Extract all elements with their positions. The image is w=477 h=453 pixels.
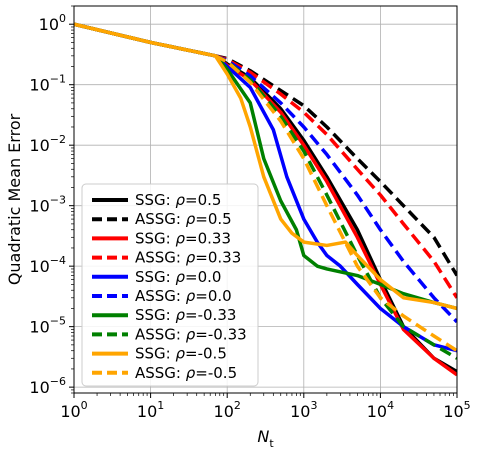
legend-label-4: SSG: ρ=0.0 xyxy=(135,268,221,286)
legend-label-1: ASSG: ρ=0.5 xyxy=(135,210,232,228)
series-line-8 xyxy=(74,22,457,311)
ticks xyxy=(69,5,458,398)
y-tick-label: 100 xyxy=(39,12,66,34)
x-tick-label: 100 xyxy=(60,399,87,421)
series-layer xyxy=(74,22,457,377)
y-tick-label: 10−5 xyxy=(29,315,66,337)
y-tick-label: 10−3 xyxy=(29,194,66,216)
legend-label-3: ASSG: ρ=0.33 xyxy=(135,249,241,267)
series-line-9 xyxy=(74,22,457,353)
legend-label-6: SSG: ρ=-0.33 xyxy=(135,306,236,324)
x-tick-label: 104 xyxy=(367,399,394,421)
y-tick-label: 10−2 xyxy=(29,133,66,155)
y-tick-label: 10−6 xyxy=(29,375,66,397)
x-tick-label: 103 xyxy=(290,399,317,421)
legend-label-5: ASSG: ρ=0.0 xyxy=(135,287,232,305)
y-tick-label: 10−1 xyxy=(29,73,66,95)
x-tick-label: 101 xyxy=(137,399,164,421)
x-tick-label: 102 xyxy=(214,399,241,421)
legend-label-7: ASSG: ρ=-0.33 xyxy=(135,325,247,343)
plot-frame xyxy=(73,5,458,394)
legend-label-8: SSG: ρ=-0.5 xyxy=(135,345,227,363)
legend-label-0: SSG: ρ=0.5 xyxy=(135,191,221,209)
x-axis-label: Nt xyxy=(257,427,274,450)
x-tick-label: 105 xyxy=(443,399,470,421)
legend-label-9: ASSG: ρ=-0.5 xyxy=(135,364,237,382)
y-tick-label: 10−4 xyxy=(29,254,66,276)
y-axis-label: Quadratic Mean Error xyxy=(5,113,24,285)
legend-label-2: SSG: ρ=0.33 xyxy=(135,229,231,247)
